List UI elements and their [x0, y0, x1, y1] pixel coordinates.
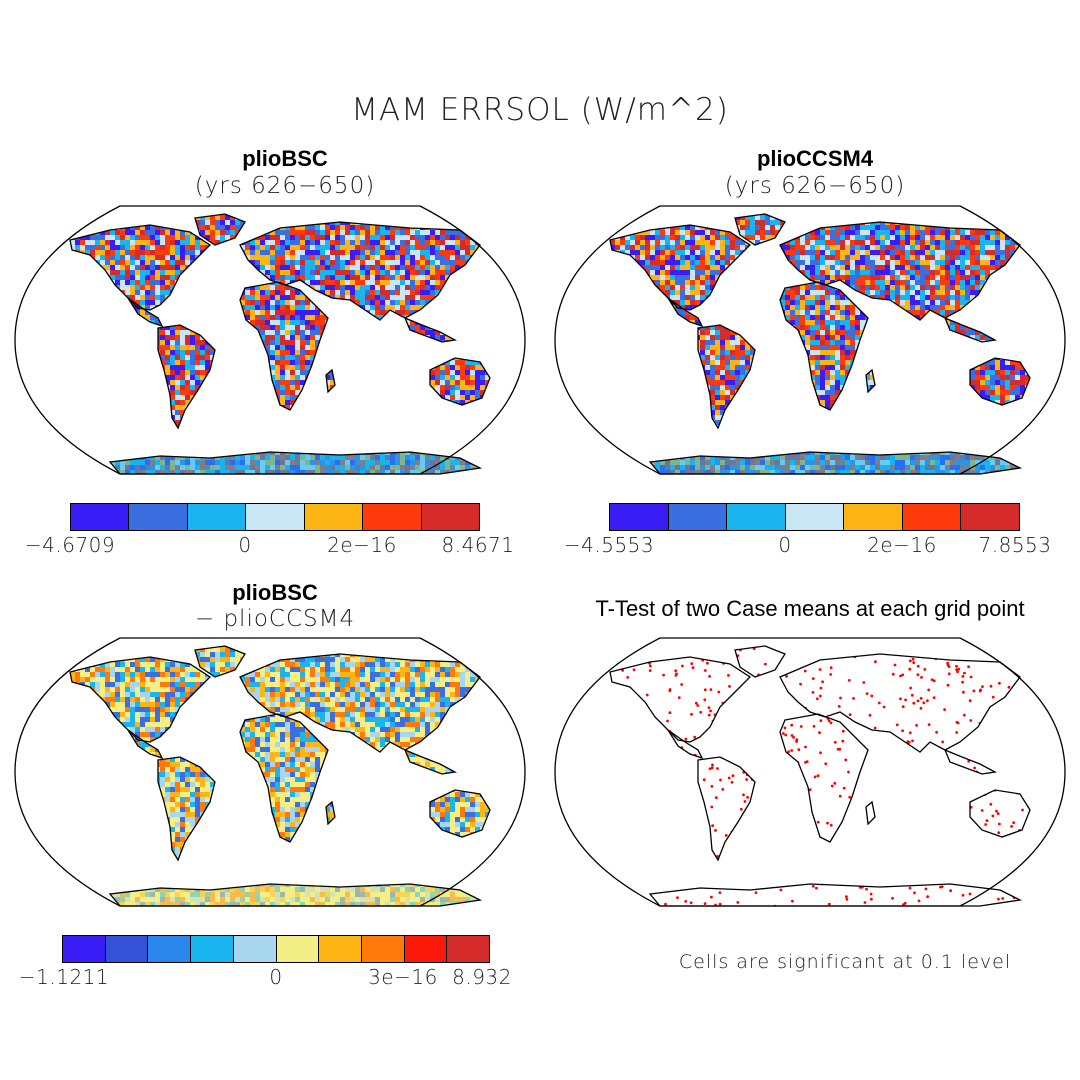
colorbar-swatch	[276, 936, 320, 962]
colorbar-swatch	[610, 504, 669, 530]
colorbar-swatch	[363, 504, 422, 530]
coastline-eurasia	[779, 653, 1021, 753]
colorbar-swatch	[421, 504, 479, 530]
coastline-australia	[429, 789, 491, 838]
colorbar-1-min-label: −4.6709	[24, 533, 116, 557]
ttest-title: T-Test of two Case means at each grid po…	[595, 596, 1025, 621]
colorbar-2-mid-label: 2e−16	[867, 533, 937, 557]
coastline-samerica	[697, 324, 756, 430]
coastline-australia	[969, 789, 1031, 838]
colorbar-swatch	[844, 504, 903, 530]
coastline-africa	[779, 281, 869, 411]
colorbar-1-max-label: 8.4671	[441, 533, 515, 557]
colorbar-swatch	[304, 504, 364, 530]
colorbar-swatch	[961, 504, 1020, 530]
coastline-greenland	[194, 213, 246, 246]
panel-3-subtitle: − plioCCSM4	[194, 606, 356, 632]
coastline-greenland	[194, 645, 246, 678]
map-panel-3	[14, 637, 526, 907]
coastline-namerica	[69, 224, 212, 311]
colorbar-swatch	[148, 936, 192, 962]
colorbar-panel-2	[609, 503, 1020, 531]
colorbar-swatch	[187, 504, 247, 530]
coastline-camerica	[127, 729, 164, 760]
coastline-namerica	[609, 656, 752, 743]
coastline-samerica	[157, 324, 216, 430]
colorbar-swatch	[404, 936, 448, 962]
coastline-namerica	[69, 656, 212, 743]
coastline-seasia	[943, 748, 998, 775]
colorbar-panel-3	[62, 935, 490, 963]
coastline-greenland	[734, 645, 786, 678]
map-frame	[14, 637, 526, 907]
map-frame	[14, 205, 526, 475]
colorbar-1-zero-label: 0	[238, 533, 252, 557]
coastline-madagascar	[865, 368, 876, 394]
coastline-australia	[429, 357, 491, 406]
colorbar-panel-1	[70, 503, 480, 531]
panel-3-title: plioBSC	[232, 580, 318, 605]
coastline-madagascar	[325, 800, 336, 826]
panel-1-title: plioBSC	[242, 146, 328, 171]
panel-1-subtitle: (yrs 626−650)	[194, 173, 376, 199]
colorbar-swatch	[129, 504, 188, 530]
coastline-seasia	[943, 316, 998, 343]
colorbar-3-zero-label: 0	[269, 965, 283, 989]
colorbar-1-mid-label: 2e−16	[327, 533, 397, 557]
map-frame	[554, 637, 1066, 907]
map-panel-ttest	[554, 637, 1066, 907]
coastline-camerica	[667, 297, 704, 328]
coastline-australia	[969, 357, 1031, 406]
colorbar-swatch	[668, 504, 728, 530]
colorbar-swatch	[447, 936, 490, 962]
coastline-madagascar	[325, 368, 336, 394]
coastline-africa	[239, 713, 329, 843]
coastline-africa	[239, 281, 329, 411]
map-panel-2	[554, 205, 1066, 475]
coastline-namerica	[609, 224, 752, 311]
colorbar-swatch	[319, 936, 362, 962]
colorbar-2-max-label: 7.8553	[978, 533, 1052, 557]
panel-2-subtitle: (yrs 626−650)	[724, 173, 906, 199]
map-panel-1	[14, 205, 526, 475]
panel-2-title: plioCCSM4	[756, 146, 874, 171]
coastline-madagascar	[865, 800, 876, 826]
colorbar-swatch	[727, 504, 786, 530]
coastline-seasia	[403, 316, 458, 343]
colorbar-3-min-label: −1.1211	[18, 965, 110, 989]
coastline-camerica	[667, 729, 704, 760]
coastline-samerica	[697, 756, 756, 862]
colorbar-swatch	[105, 936, 149, 962]
colorbar-2-min-label: −4.5553	[563, 533, 655, 557]
map-frame	[554, 205, 1066, 475]
coastline-samerica	[157, 756, 216, 862]
colorbar-swatch	[902, 504, 962, 530]
coastline-camerica	[127, 297, 164, 328]
figure-title: MAM ERRSOL (W/m^2)	[351, 92, 729, 128]
coastline-seasia	[403, 748, 458, 775]
coastline-africa	[779, 713, 869, 843]
colorbar-swatch	[246, 504, 305, 530]
colorbar-swatch	[785, 504, 845, 530]
colorbar-swatch	[71, 504, 130, 530]
colorbar-swatch	[191, 936, 234, 962]
coastline-greenland	[734, 213, 786, 246]
colorbar-2-zero-label: 0	[778, 533, 792, 557]
significance-note: Cells are significant at 0.1 level	[678, 951, 1012, 973]
colorbar-3-mid-label: 3e−16	[368, 965, 438, 989]
colorbar-3-max-label: 8.932	[452, 965, 512, 989]
colorbar-swatch	[233, 936, 277, 962]
colorbar-swatch	[63, 936, 106, 962]
colorbar-swatch	[361, 936, 405, 962]
